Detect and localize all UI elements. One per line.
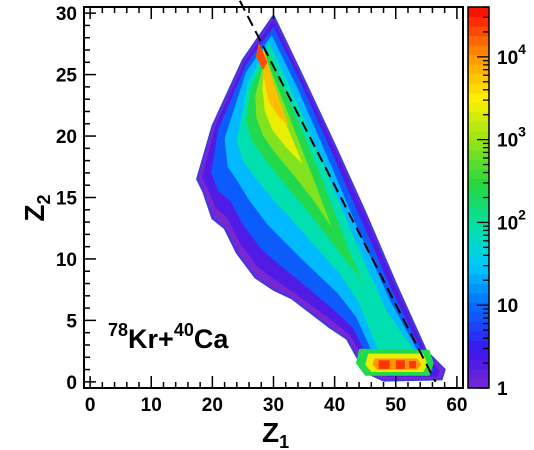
colorbar-band	[468, 159, 489, 170]
colorbar-band	[468, 197, 489, 208]
heatmap-contours	[196, 14, 446, 382]
colorbar-tick-base: 10	[497, 213, 518, 234]
colorbar-band	[468, 130, 489, 141]
colorbar-band	[468, 302, 489, 313]
colorbar-band	[468, 45, 489, 56]
colorbar-band	[468, 378, 489, 389]
hotspot-level-4	[395, 360, 405, 369]
colorbar-band	[468, 245, 489, 256]
contour-level-8	[255, 42, 268, 70]
colorbar-band	[468, 92, 489, 103]
colorbar-tick-label: 10	[497, 296, 518, 317]
y-tick-label: 30	[56, 4, 77, 25]
y-axis-label: Z2	[19, 194, 54, 221]
colorbar-band	[468, 273, 489, 284]
colorbar-tick-label: 1	[497, 379, 508, 400]
colorbar-band	[468, 7, 489, 18]
colorbar-band	[468, 168, 489, 180]
hotspot-level-5	[409, 361, 416, 369]
contour-level-7	[263, 46, 289, 127]
colorbar-band	[468, 121, 489, 132]
x-tick-label: 30	[263, 395, 284, 416]
colorbar-band	[468, 207, 489, 218]
colorbar-band	[468, 26, 489, 37]
colorbar-band	[468, 226, 489, 237]
x-tick-label: 10	[141, 395, 162, 416]
colorbar-band	[468, 140, 489, 151]
colorbar-band	[468, 264, 489, 275]
colorbar-band	[468, 111, 489, 122]
colorbar-band	[468, 216, 489, 227]
colorbar-tick-base: 1	[497, 379, 508, 400]
colorbar-band	[468, 330, 489, 341]
colorbar-band	[468, 321, 489, 332]
colorbar-tick-label: 102	[497, 206, 526, 234]
colorbar-band	[468, 292, 489, 303]
y-tick-label: 5	[66, 311, 77, 332]
x-tick-label: 0	[85, 395, 96, 416]
colorbar-band	[468, 83, 489, 94]
colorbar-tick-exponent: 2	[518, 206, 526, 222]
colorbar-band	[468, 349, 489, 361]
colorbar-tick-label: 103	[497, 124, 526, 152]
colorbar-band	[468, 16, 489, 27]
y-tick-label: 15	[56, 189, 78, 210]
y-tick-label: 25	[56, 66, 78, 87]
colorbar-band	[468, 54, 489, 65]
colorbar-tick-exponent: 3	[518, 124, 526, 140]
colorbar-band	[468, 340, 489, 351]
axes: 0 10 20 30 40 50 60 0 5 10 15 20 25 30	[56, 4, 468, 416]
colorbar-band	[468, 311, 489, 322]
reaction-annotation: 78Kr+40Ca	[108, 320, 229, 354]
y-tick-label: 10	[56, 250, 77, 271]
x-tick-label: 40	[324, 395, 345, 416]
colorbar-band	[468, 235, 489, 246]
reference-line	[238, 0, 437, 383]
colorbar-band	[468, 187, 489, 199]
colorbar-band	[468, 149, 489, 160]
colorbar-tick-base: 10	[497, 296, 518, 317]
y-tick-label: 0	[66, 373, 77, 394]
colorbar-band	[468, 102, 489, 113]
colorbar-band	[468, 254, 489, 265]
x-axis-label: Z1	[262, 417, 289, 450]
hotspot-level-3	[378, 360, 390, 369]
colorbar-tick-label: 104	[497, 41, 526, 69]
colorbar-band	[468, 359, 489, 370]
colorbar-band	[468, 73, 489, 84]
colorbar-band	[468, 35, 489, 46]
x-tick-label: 50	[385, 395, 406, 416]
dashed-reference-line	[238, 0, 437, 383]
colorbar-band	[468, 283, 489, 294]
colorbar-tick-base: 10	[497, 48, 518, 69]
x-tick-label: 60	[446, 395, 467, 416]
colorbar-band	[468, 64, 489, 75]
colorbar-band	[468, 178, 489, 189]
y-tick-label: 20	[56, 127, 77, 148]
colorbar-band	[468, 368, 489, 380]
colorbar-tick-exponent: 4	[518, 41, 526, 57]
colorbar-tick-base: 10	[497, 131, 518, 152]
x-tick-label: 20	[202, 395, 223, 416]
